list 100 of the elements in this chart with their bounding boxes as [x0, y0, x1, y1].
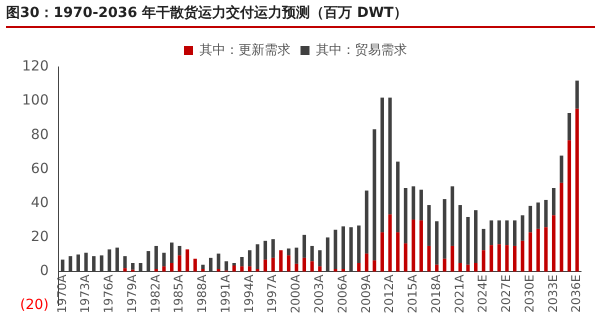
bar	[544, 200, 548, 228]
bar	[162, 266, 166, 272]
bar	[170, 262, 174, 272]
x-tick-label: 2036E	[569, 274, 584, 313]
bar	[412, 186, 416, 220]
bar	[232, 266, 236, 272]
bar	[256, 268, 260, 272]
bar	[170, 242, 174, 263]
bar	[271, 258, 275, 272]
bar	[466, 216, 470, 265]
x-tick-label: 2033E	[546, 274, 560, 313]
bar	[201, 264, 205, 269]
bar	[520, 240, 524, 272]
y-tick-label: 0	[40, 263, 49, 280]
x-tick-label: 1991A	[218, 274, 232, 314]
y-tick-label: 100	[22, 92, 49, 109]
x-tick-label: 2015A	[406, 274, 420, 314]
bar	[123, 268, 127, 272]
bar	[528, 206, 532, 232]
bar	[458, 205, 462, 263]
bar	[396, 232, 400, 272]
bar	[490, 220, 494, 246]
x-tick-label: 2000A	[288, 274, 303, 314]
bar	[568, 113, 572, 140]
bar	[388, 98, 392, 214]
bar	[318, 250, 322, 266]
bar	[450, 246, 454, 272]
x-tick-label: 1985A	[172, 274, 186, 314]
bar	[560, 182, 564, 272]
chart-title: 图30：1970-2036 年干散货运力交付运力预测（百万 DWT）	[6, 4, 595, 28]
bar	[505, 245, 509, 272]
bar	[575, 80, 579, 109]
bar	[154, 246, 158, 269]
bar	[474, 262, 478, 272]
bar	[419, 220, 423, 272]
bar	[435, 264, 439, 272]
bar	[544, 227, 548, 272]
bar	[334, 268, 338, 272]
bar	[520, 215, 524, 241]
bar	[388, 214, 392, 272]
x-tick-label: 1997A	[265, 274, 280, 314]
bar	[193, 258, 197, 272]
bar	[528, 232, 532, 272]
bar	[404, 188, 408, 244]
bar	[364, 190, 368, 254]
x-tick-label: 2027E	[499, 274, 514, 313]
bar	[490, 245, 494, 272]
bar	[552, 188, 556, 216]
bar	[256, 244, 260, 269]
bar	[342, 226, 346, 269]
bar	[216, 254, 220, 269]
x-tick-label: 2024E	[476, 274, 490, 313]
bar	[201, 268, 205, 272]
x-tick-label: 1982A	[148, 274, 162, 314]
bar	[512, 246, 516, 272]
bar	[271, 239, 275, 258]
bar	[240, 266, 244, 272]
bar	[466, 264, 470, 272]
y-tick-label: 120	[22, 58, 49, 75]
x-tick-label: 1976A	[102, 274, 116, 314]
bar	[248, 250, 252, 266]
x-tick-label: 2030E	[522, 274, 536, 313]
y-tick-label: 60	[30, 160, 49, 177]
bar	[232, 262, 236, 266]
bar	[294, 264, 298, 272]
bar	[568, 140, 572, 272]
bar	[575, 108, 579, 272]
bar	[419, 190, 423, 220]
bar	[357, 262, 361, 272]
bar	[186, 249, 190, 272]
bar	[536, 202, 540, 229]
x-tick-label: 2018A	[428, 274, 443, 314]
bar	[497, 220, 501, 244]
x-tick-label: 1988A	[195, 274, 210, 314]
y-tick-label: 80	[30, 126, 49, 143]
bar	[310, 261, 314, 272]
bar	[404, 243, 408, 272]
bar	[216, 268, 220, 272]
bar	[427, 205, 431, 246]
bar	[364, 254, 368, 272]
bar	[310, 246, 314, 262]
bar	[412, 220, 416, 272]
bar	[178, 255, 182, 272]
bar	[264, 240, 268, 260]
bar	[302, 258, 306, 272]
x-tick-label: 2012A	[382, 274, 396, 314]
legend-label: 其中：贸易需求	[316, 42, 407, 58]
bar	[435, 221, 439, 265]
bar	[380, 232, 384, 272]
bar	[442, 199, 446, 259]
bar	[154, 268, 158, 272]
bar	[357, 226, 361, 263]
x-tick-label: 2021A	[452, 274, 466, 314]
legend-label: 其中：更新需求	[200, 42, 290, 58]
bar	[123, 256, 127, 268]
bar	[497, 244, 501, 272]
bar	[396, 162, 400, 232]
bar	[286, 255, 290, 272]
y-tick-label: (20)	[20, 297, 49, 314]
bar	[178, 246, 182, 256]
